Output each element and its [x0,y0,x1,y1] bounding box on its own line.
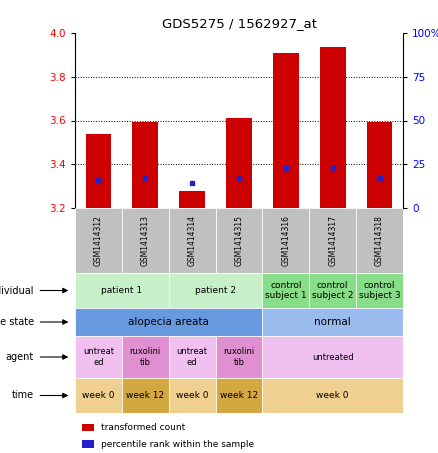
Bar [75,308,262,336]
Text: agent: agent [6,352,34,362]
Text: ruxolini
tib: ruxolini tib [223,347,254,366]
Bar [169,273,262,308]
Text: week 0: week 0 [82,391,115,400]
Text: week 12: week 12 [220,391,258,400]
Bar [309,208,356,273]
Bar [82,440,94,448]
Text: untreat
ed: untreat ed [177,347,208,366]
Bar [75,208,122,273]
Bar [262,208,309,273]
Bar [262,308,403,336]
Text: GSM1414312: GSM1414312 [94,215,103,266]
Bar [356,273,403,308]
Text: week 0: week 0 [317,391,349,400]
Text: GSM1414316: GSM1414316 [281,215,290,266]
Bar [122,336,169,378]
Text: alopecia areata: alopecia areata [128,317,209,327]
Text: week 0: week 0 [176,391,208,400]
Text: GSM1414318: GSM1414318 [375,215,384,266]
Bar [356,208,403,273]
Text: GSM1414315: GSM1414315 [234,215,244,266]
Bar [169,208,215,273]
Bar [75,378,122,413]
Text: week 12: week 12 [126,391,164,400]
Text: GSM1414314: GSM1414314 [187,215,197,266]
Text: individual: individual [0,285,34,295]
Bar [75,336,122,378]
Text: disease state: disease state [0,317,34,327]
Bar [215,208,262,273]
Text: control
subject 3: control subject 3 [359,281,400,300]
Text: ruxolini
tib: ruxolini tib [130,347,161,366]
Bar [226,118,252,208]
Bar [215,336,262,378]
Bar [320,47,346,208]
Bar [262,378,403,413]
Bar [179,191,205,208]
Bar [273,53,299,208]
Text: percentile rank within the sample: percentile rank within the sample [101,440,254,448]
Text: transformed count: transformed count [101,423,185,432]
Bar [215,378,262,413]
Text: untreat
ed: untreat ed [83,347,114,366]
Text: time: time [12,390,34,400]
Bar [309,273,356,308]
Bar [262,273,309,308]
Text: patient 2: patient 2 [195,286,236,295]
Bar [122,208,169,273]
Text: control
subject 2: control subject 2 [312,281,353,300]
Bar [122,378,169,413]
Bar [262,336,403,378]
Text: GSM1414317: GSM1414317 [328,215,337,266]
Bar [367,121,392,208]
Text: untreated: untreated [312,352,353,361]
Text: GSM1414313: GSM1414313 [141,215,150,266]
Title: GDS5275 / 1562927_at: GDS5275 / 1562927_at [162,18,317,30]
Text: normal: normal [314,317,351,327]
Bar [82,424,94,431]
Text: patient 1: patient 1 [101,286,142,295]
Bar [75,273,169,308]
Bar [132,121,158,208]
Bar [85,134,111,208]
Bar [169,378,215,413]
Bar [169,336,215,378]
Text: control
subject 1: control subject 1 [265,281,307,300]
